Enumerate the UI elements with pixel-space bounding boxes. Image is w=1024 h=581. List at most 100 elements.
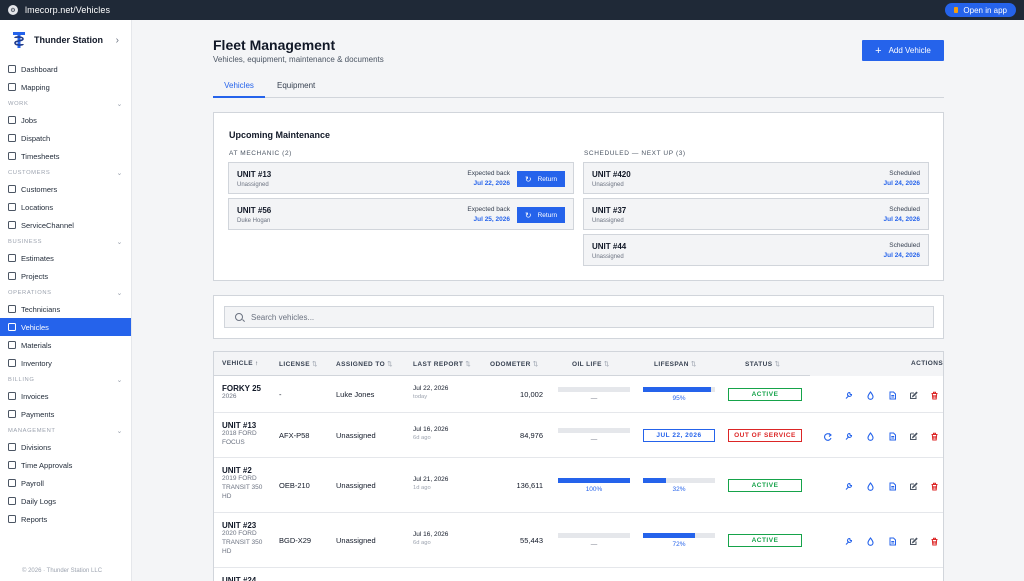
nav-section-billing[interactable]: BILLING ⌄	[0, 372, 131, 387]
trash-icon[interactable]	[929, 536, 939, 546]
return-button[interactable]: ↻ Return	[517, 171, 565, 187]
sidebar-item-reports[interactable]: Reports	[0, 510, 131, 528]
tab-vehicles[interactable]: Vehicles	[213, 81, 265, 98]
droplet-icon[interactable]	[865, 390, 875, 400]
document-icon[interactable]	[887, 536, 897, 546]
unit-assignee: Unassigned	[592, 254, 624, 260]
oil-life-label: 100%	[585, 486, 603, 493]
chevron-right-icon[interactable]: ›	[115, 34, 119, 46]
lifespan-bar	[643, 387, 715, 392]
unit-assignee: Unassigned	[592, 218, 624, 224]
nav-section-customers[interactable]: CUSTOMERS ⌄	[0, 165, 131, 180]
document-icon[interactable]	[887, 390, 897, 400]
table-row[interactable]: UNIT #13 2018 FORD FOCUS AFX-P58 Unassigned…	[214, 413, 943, 458]
table-row[interactable]: UNIT #24	[214, 568, 943, 581]
projects-icon	[8, 272, 16, 280]
sidebar-item-time-approvals[interactable]: Time Approvals	[0, 456, 131, 474]
table-row[interactable]: UNIT #2 2019 FORD TRANSIT 350 HD OEB-210 Un…	[214, 458, 943, 513]
brand[interactable]: Thunder Station ›	[0, 20, 131, 60]
unit-assignee: Unassigned	[237, 182, 269, 188]
edit-icon[interactable]	[908, 431, 918, 441]
url-text[interactable]: lmecorp.net/Vehicles	[25, 5, 111, 15]
trash-icon[interactable]	[929, 481, 939, 491]
wrench-icon[interactable]	[843, 390, 853, 400]
search-input[interactable]	[251, 312, 851, 322]
maintenance-unit-card[interactable]: UNIT #420 Unassigned Scheduled Jul 24, 2026	[583, 162, 929, 194]
droplet-icon[interactable]	[865, 431, 875, 441]
return-button[interactable]: ↻ Return	[517, 207, 565, 223]
trash-icon[interactable]	[929, 431, 939, 441]
sidebar-item-mapping[interactable]: Mapping	[0, 78, 131, 96]
nav-section-management[interactable]: MANAGEMENT ⌄	[0, 423, 131, 438]
sidebar-item-dispatch[interactable]: Dispatch	[0, 129, 131, 147]
sidebar-item-customers[interactable]: Customers	[0, 180, 131, 198]
sidebar-item-payments[interactable]: Payments	[0, 405, 131, 423]
vehicle-cell[interactable]: UNIT #23 2020 FORD TRANSIT 350 HD	[222, 521, 272, 556]
add-vehicle-button[interactable]: + Add Vehicle	[862, 40, 944, 61]
maintenance-unit-card[interactable]: UNIT #56 Duke Hogan Expected back Jul 25, 2…	[228, 198, 574, 230]
return-icon[interactable]	[822, 431, 832, 441]
site-icon: ⚙	[8, 5, 18, 15]
edit-icon[interactable]	[908, 536, 918, 546]
vehicle-cell[interactable]: UNIT #2 2019 FORD TRANSIT 350 HD	[222, 466, 272, 501]
edit-icon[interactable]	[908, 390, 918, 400]
sidebar-item-payroll[interactable]: Payroll	[0, 474, 131, 492]
table-row[interactable]: UNIT #23 2020 FORD TRANSIT 350 HD BGD-X29 U…	[214, 513, 943, 568]
document-icon[interactable]	[887, 431, 897, 441]
sidebar-item-inventory[interactable]: Inventory	[0, 354, 131, 372]
sidebar-item-materials[interactable]: Materials	[0, 336, 131, 354]
wrench-icon[interactable]	[843, 431, 853, 441]
nav-section-work[interactable]: WORK ⌄	[0, 96, 131, 111]
divisions-icon	[8, 443, 16, 451]
sidebar-item-vehicles[interactable]: Vehicles	[0, 318, 131, 336]
col-lifespan[interactable]: LIFESPAN ⇅	[654, 361, 697, 368]
document-icon[interactable]	[887, 481, 897, 491]
vehicle-cell[interactable]: FORKY 25 2026	[222, 384, 272, 402]
mapping-icon	[8, 83, 16, 91]
sidebar-item-projects[interactable]: Projects	[0, 267, 131, 285]
col-assigned[interactable]: ASSIGNED TO ⇅	[336, 361, 393, 368]
maintenance-unit-card[interactable]: UNIT #13 Unassigned Expected back Jul 22, 2…	[228, 162, 574, 194]
sidebar-item-servicechannel[interactable]: ServiceChannel	[0, 216, 131, 234]
sidebar: Thunder Station › Dashboard Mapping WORK ⌄ J…	[0, 20, 132, 581]
maintenance-unit-card[interactable]: UNIT #44 Unassigned Scheduled Jul 24, 2026	[583, 234, 929, 266]
assigned-cell: Unassigned	[336, 431, 376, 440]
wrench-icon[interactable]	[843, 536, 853, 546]
unit-name: UNIT #37	[592, 206, 627, 215]
droplet-icon[interactable]	[865, 481, 875, 491]
sidebar-item-locations[interactable]: Locations	[0, 198, 131, 216]
sidebar-item-technicians[interactable]: Technicians	[0, 300, 131, 318]
col-license[interactable]: LICENSE ⇅	[279, 361, 318, 368]
search-box[interactable]	[224, 306, 934, 328]
droplet-icon[interactable]	[865, 536, 875, 546]
col-oil-life[interactable]: OIL LIFE ⇅	[572, 361, 610, 368]
nav-section-business[interactable]: BUSINESS ⌄	[0, 234, 131, 249]
wrench-icon[interactable]	[843, 481, 853, 491]
vehicle-cell[interactable]: UNIT #24	[222, 576, 272, 581]
col-last-report[interactable]: LAST REPORT ⇅	[413, 361, 472, 368]
sidebar-item-divisions[interactable]: Divisions	[0, 438, 131, 456]
lifespan-label: 95%	[672, 395, 686, 402]
maintenance-unit-card[interactable]: UNIT #37 Unassigned Scheduled Jul 24, 2026	[583, 198, 929, 230]
sidebar-item-daily-logs[interactable]: Daily Logs	[0, 492, 131, 510]
edit-icon[interactable]	[908, 481, 918, 491]
oil-life-label: —	[590, 436, 598, 443]
last-report-cell: Jul 16, 2026 6d ago	[413, 531, 448, 546]
col-vehicle[interactable]: VEHICLE ↑	[222, 360, 259, 367]
col-odometer[interactable]: ODOMETER ⇅	[490, 361, 539, 368]
sidebar-item-timesheets[interactable]: Timesheets	[0, 147, 131, 165]
brand-logo-icon	[13, 32, 25, 48]
daily-logs-icon	[8, 497, 16, 505]
trash-icon[interactable]	[929, 390, 939, 400]
sidebar-item-jobs[interactable]: Jobs	[0, 111, 131, 129]
vehicle-cell[interactable]: UNIT #13 2018 FORD FOCUS	[222, 421, 272, 448]
open-in-app-button[interactable]: Open in app	[945, 3, 1016, 17]
sidebar-item-estimates[interactable]: Estimates	[0, 249, 131, 267]
sidebar-item-invoices[interactable]: Invoices	[0, 387, 131, 405]
col-status[interactable]: STATUS ⇅	[745, 361, 781, 368]
tab-equipment[interactable]: Equipment	[277, 81, 316, 90]
report-ago: 6d ago	[413, 435, 431, 441]
sidebar-item-dashboard[interactable]: Dashboard	[0, 60, 131, 78]
nav-section-operations[interactable]: OPERATIONS ⌄	[0, 285, 131, 300]
table-row[interactable]: FORKY 25 2026- Luke Jones Jul 22, 2026 today…	[214, 376, 943, 413]
